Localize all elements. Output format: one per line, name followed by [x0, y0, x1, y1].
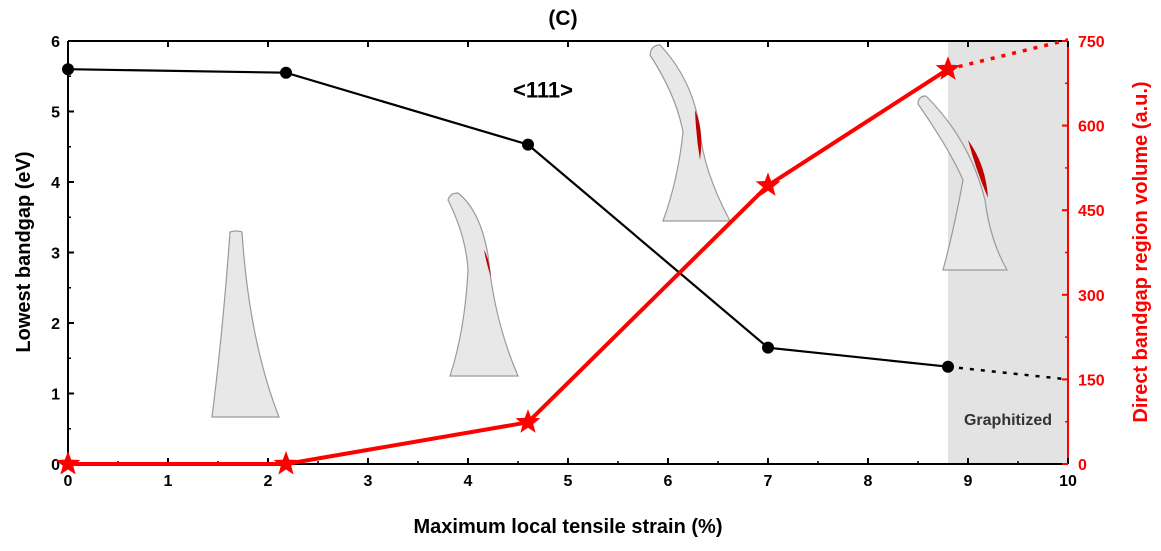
y2-tick-label: 600	[1078, 119, 1105, 136]
x-tick-label: 10	[1059, 473, 1077, 490]
volume-point	[55, 451, 81, 475]
y2-tick-label: 300	[1078, 288, 1105, 305]
bandgap-line	[67, 68, 949, 368]
tip-illustration	[917, 95, 1009, 271]
volume-extrapolation	[947, 38, 1069, 71]
y2-tick-label: 150	[1078, 372, 1105, 389]
y-tick-label: 4	[51, 175, 60, 192]
volume-point	[515, 409, 541, 433]
x-tick-label: 5	[564, 473, 573, 490]
bandgap-point	[522, 138, 534, 151]
x-tick-label: 6	[664, 473, 673, 490]
tip-illustration	[447, 192, 519, 377]
bandgap-point	[942, 360, 954, 373]
y2-tick-label: 450	[1078, 203, 1105, 220]
graphitized-label: Graphitized	[964, 412, 1052, 429]
y-tick-label: 0	[51, 457, 60, 474]
tip-illustration	[211, 230, 280, 418]
panel-label: (C)	[548, 7, 577, 30]
x-tick-label: 2	[264, 473, 273, 490]
y-tick-label: 1	[51, 387, 60, 404]
orientation-label: <111>	[513, 77, 573, 102]
x-tick-label: 9	[964, 473, 973, 490]
tip-illustration	[649, 44, 731, 222]
y2-tick-label: 750	[1078, 34, 1105, 51]
bandgap-point	[762, 341, 774, 354]
x-tick-label: 1	[164, 473, 173, 490]
volume-point	[755, 172, 781, 196]
x-tick-label: 8	[864, 473, 873, 490]
volume-point	[935, 56, 961, 80]
x-tick-label: 0	[64, 473, 73, 490]
y-tick-label: 6	[51, 34, 60, 51]
volume-line	[68, 67, 950, 466]
bandgap-point	[62, 63, 74, 76]
y-tick-label: 2	[51, 316, 60, 333]
x-tick-label: 4	[464, 473, 473, 490]
x-tick-label: 7	[764, 473, 773, 490]
y2-axis-title: Direct bandgap region volume (a.u.)	[1130, 81, 1152, 422]
bandgap-point	[280, 66, 292, 79]
y-axis-title: Lowest bandgap (eV)	[13, 151, 35, 352]
x-axis-title: Maximum local tensile strain (%)	[414, 516, 723, 538]
x-tick-label: 3	[364, 473, 373, 490]
y2-tick-label: 0	[1078, 457, 1087, 474]
volume-point	[273, 451, 299, 475]
y-tick-label: 5	[51, 105, 60, 122]
y-tick-label: 3	[51, 246, 60, 263]
bandgap-extrapolation	[947, 365, 1069, 381]
